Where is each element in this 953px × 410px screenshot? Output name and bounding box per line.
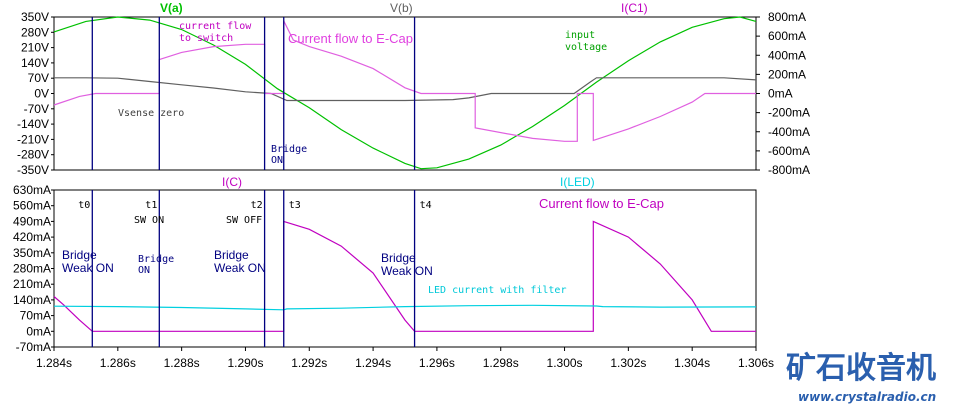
annotation-current-flow-to-ecap-top: Current flow to E-Cap <box>288 31 413 46</box>
bottom-x-tick-label: 1.290s <box>227 356 263 370</box>
series-layer <box>53 16 757 332</box>
top-right-tick-label: -200mA <box>768 106 810 120</box>
marker-label-t3: t3 <box>289 200 301 211</box>
top-right-tick-label: 200mA <box>768 67 806 81</box>
bottom-left-tick-label: 560mA <box>13 199 51 213</box>
marker-label-t2: t2 <box>251 200 263 211</box>
marker-label-t0: t0 <box>78 200 90 211</box>
bottom-left-tick-label: 280mA <box>13 262 51 276</box>
series-line-ic <box>53 220 756 332</box>
top-right-tick-label: -800mA <box>768 163 810 177</box>
marker-layer: t0 t1 t2 t3 t4 <box>78 17 432 347</box>
top-left-tick-label: -210V <box>17 132 49 146</box>
top-right-axis: 800mA 600mA 400mA 200mA 0mA -200mA -400mA -600m… <box>756 10 810 177</box>
top-left-tick-label: 350V <box>21 10 49 24</box>
legend-ic1: I(C1) <box>621 1 648 15</box>
top-left-tick-label: 210V <box>21 41 49 55</box>
annotation-bridge-on-bottom: Bridge ON <box>138 254 174 276</box>
marker-label-t4: t4 <box>420 200 432 211</box>
bottom-x-tick-label: 1.306s <box>738 356 774 370</box>
bottom-x-axis: 1.284s 1.286s 1.288s 1.290s 1.292s 1.294s 1.29… <box>36 347 774 370</box>
bottom-left-tick-label: -70mA <box>16 340 51 354</box>
bottom-left-tick-label: 630mA <box>13 183 51 197</box>
series-line-ic1 <box>53 20 756 142</box>
legend-iled: I(LED) <box>560 175 595 189</box>
annotation-bridge-on-top: Bridge ON <box>271 144 307 166</box>
series-line-iled <box>53 304 757 311</box>
annotation-bridge-weak-on-3: Bridge Weak ON <box>381 251 433 278</box>
series-line-va <box>53 16 757 170</box>
bottom-left-tick-label: 210mA <box>13 277 51 291</box>
bottom-left-tick-label: 350mA <box>13 246 51 260</box>
bottom-x-tick-label: 1.304s <box>674 356 710 370</box>
top-right-tick-label: -400mA <box>768 125 810 139</box>
top-left-tick-label: -140V <box>17 117 49 131</box>
series-line-vb <box>54 77 757 102</box>
bottom-left-tick-label: 420mA <box>13 230 51 244</box>
top-left-tick-label: 140V <box>21 56 49 70</box>
bottom-left-tick-label: 490mA <box>13 214 51 228</box>
top-left-tick-label: -280V <box>17 148 49 162</box>
annotation-bridge-weak-on-2: Bridge Weak ON <box>214 248 266 275</box>
top-right-tick-label: 400mA <box>768 48 806 62</box>
annotation-current-flow-to-switch: current flow to switch <box>179 21 252 44</box>
legend-vb: V(b) <box>390 1 413 15</box>
annotation-bridge-weak-on-1: Bridge Weak ON <box>62 248 114 275</box>
watermark-chinese: 矿石收音机 <box>786 351 936 386</box>
annotation-vsense-zero: Vsense zero <box>118 108 184 119</box>
top-left-tick-label: -350V <box>17 163 49 177</box>
bottom-x-tick-label: 1.286s <box>100 356 136 370</box>
bottom-x-tick-label: 1.300s <box>547 356 583 370</box>
bottom-x-tick-label: 1.294s <box>355 356 391 370</box>
bottom-x-tick-label: 1.302s <box>610 356 646 370</box>
top-right-tick-label: -600mA <box>768 144 810 158</box>
bottom-x-tick-label: 1.296s <box>419 356 455 370</box>
bottom-x-tick-label: 1.288s <box>164 356 200 370</box>
top-left-tick-label: 0V <box>34 87 49 101</box>
bottom-left-tick-label: 0mA <box>26 324 51 338</box>
annotation-led-current-with-filter: LED current with filter <box>428 285 566 296</box>
annotation-sw-on: SW ON <box>134 215 164 226</box>
bottom-left-tick-label: 140mA <box>13 293 51 307</box>
top-left-tick-label: 70V <box>28 71 49 85</box>
marker-label-t1: t1 <box>145 200 157 211</box>
legend-va: V(a) <box>160 1 183 15</box>
bottom-x-tick-label: 1.284s <box>36 356 72 370</box>
annotation-input-voltage: input voltage <box>565 30 607 53</box>
bottom-left-tick-label: 70mA <box>20 309 51 323</box>
top-right-tick-label: 0mA <box>768 87 793 101</box>
top-left-tick-label: 280V <box>21 25 49 39</box>
bottom-x-tick-label: 1.298s <box>483 356 519 370</box>
bottom-x-tick-label: 1.292s <box>291 356 327 370</box>
top-right-tick-label: 600mA <box>768 29 806 43</box>
top-left-tick-label: -70V <box>24 102 49 116</box>
top-right-tick-label: 800mA <box>768 10 806 24</box>
annotation-current-flow-to-ecap-bottom: Current flow to E-Cap <box>539 196 664 211</box>
annotation-sw-off: SW OFF <box>226 215 262 226</box>
watermark-url: www.crystalradio.cn <box>798 390 936 404</box>
legend-ic: I(C) <box>222 175 242 189</box>
